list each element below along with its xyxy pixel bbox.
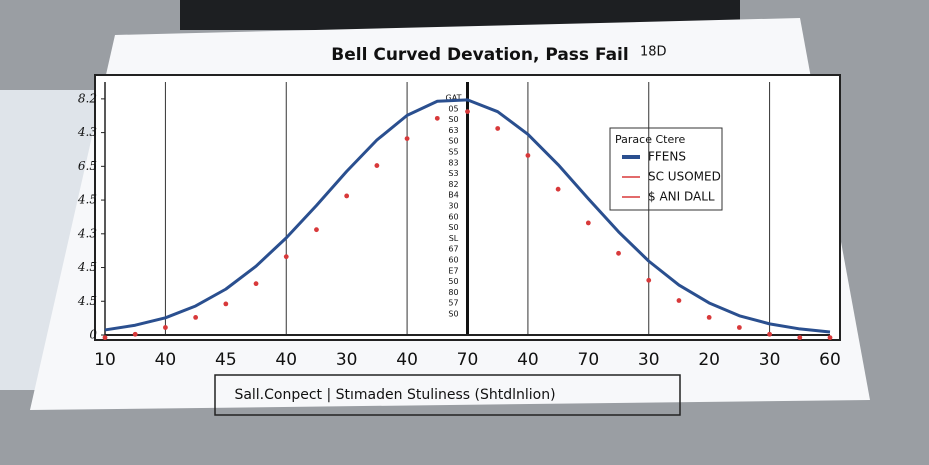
series-dot <box>797 335 803 341</box>
center-label: S0 <box>448 137 458 146</box>
x-tick-label: 70 <box>578 350 600 370</box>
y-tick-label: 6.5 <box>78 159 97 173</box>
y-tick-label: 4.5 <box>77 193 97 207</box>
y-tick-label: 4.3 <box>77 226 97 240</box>
y-tick-label: 0 <box>89 328 97 342</box>
y-tick-label: 4.5 <box>77 294 97 308</box>
x-tick-label: 60 <box>819 350 841 370</box>
x-tick-label: 20 <box>698 350 720 370</box>
x-axis-label: Sall.Conpect | Stımaden Stuliness (Shtdl… <box>234 387 555 403</box>
x-tick-label: 40 <box>275 350 297 370</box>
series-dot <box>253 281 259 287</box>
series-dot <box>193 314 199 320</box>
center-label: 63 <box>448 126 458 135</box>
legend-title: Parace Ctere <box>615 133 685 146</box>
y-tick-label: 4.3 <box>77 125 97 139</box>
center-label: 80 <box>448 288 458 297</box>
center-label: S0 <box>448 223 458 232</box>
series-dot <box>616 250 621 256</box>
x-tick-label: 40 <box>517 350 539 370</box>
series-dot <box>706 314 712 320</box>
center-label: 05 <box>448 104 458 113</box>
series-dot <box>404 136 410 142</box>
center-label: 60 <box>448 256 458 265</box>
center-label: 30 <box>448 202 458 211</box>
center-label: 82 <box>448 180 458 189</box>
series-dot <box>585 220 591 226</box>
x-tick-label: 70 <box>457 350 479 370</box>
series-dot <box>434 115 440 121</box>
series-dot <box>102 335 108 341</box>
title-note: 18D <box>640 45 667 60</box>
series-dot <box>283 254 289 260</box>
x-tick-label: 40 <box>396 350 418 370</box>
series-dot <box>465 109 470 115</box>
y-tick-label: 4.5 <box>77 260 97 274</box>
x-tick-label: 30 <box>759 350 781 370</box>
center-label: S3 <box>448 169 458 178</box>
chart-title: Bell Curved Devation, Pass Fail <box>331 45 628 65</box>
center-label: 60 <box>448 212 458 221</box>
legend-label: SC USOMED <box>648 170 721 184</box>
series-dot <box>646 277 652 283</box>
series-dot <box>163 325 168 330</box>
x-tick-label: 40 <box>155 350 177 370</box>
series-dot <box>374 163 380 168</box>
center-label: S0 <box>448 310 458 319</box>
x-tick-label: 30 <box>638 350 660 370</box>
series-dot <box>314 227 319 233</box>
series-dot <box>495 126 501 131</box>
series-line <box>104 98 831 334</box>
x-label-box <box>214 374 681 416</box>
series-dot <box>344 193 350 199</box>
series-dot <box>736 325 742 330</box>
legend-label: FFENS <box>648 150 686 164</box>
x-tick-label: 30 <box>336 350 358 370</box>
legend-label: $ ANI DALL <box>648 190 715 204</box>
series-dot <box>223 301 229 307</box>
center-label: S5 <box>448 148 458 157</box>
series-dot <box>767 331 772 337</box>
center-label: 57 <box>448 299 458 308</box>
y-tick-label: 8.2 <box>78 91 97 105</box>
center-label: 67 <box>448 245 458 254</box>
x-tick-label: 10 <box>94 350 116 370</box>
center-label: 50 <box>448 277 458 286</box>
x-tick-label: 45 <box>215 350 237 370</box>
series-dot <box>525 153 531 158</box>
center-label: GAT <box>446 94 462 103</box>
center-label: S0 <box>448 115 458 124</box>
center-label: 83 <box>448 158 458 167</box>
series-dot <box>555 186 561 192</box>
center-label: E7 <box>448 266 458 275</box>
series-dot <box>132 331 138 337</box>
series-dot <box>827 335 833 341</box>
series-dot <box>676 298 682 303</box>
center-label: B4 <box>448 191 459 200</box>
center-label: SL <box>449 234 459 243</box>
